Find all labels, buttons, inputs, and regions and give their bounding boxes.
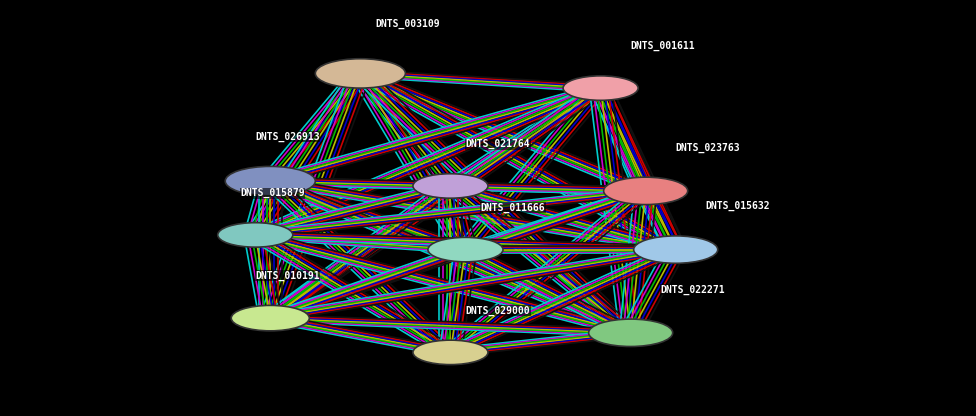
Circle shape	[218, 223, 293, 247]
Text: DNTS_015632: DNTS_015632	[706, 201, 770, 211]
Circle shape	[315, 59, 405, 88]
Circle shape	[563, 76, 638, 100]
Text: DNTS_010191: DNTS_010191	[256, 271, 320, 281]
Circle shape	[589, 319, 672, 347]
Text: DNTS_023763: DNTS_023763	[675, 142, 741, 153]
Circle shape	[633, 236, 717, 263]
Text: DNTS_001611: DNTS_001611	[630, 41, 695, 52]
Text: DNTS_029000: DNTS_029000	[466, 305, 530, 316]
Text: DNTS_021764: DNTS_021764	[466, 139, 530, 149]
Circle shape	[603, 177, 688, 205]
Text: DNTS_015879: DNTS_015879	[240, 188, 305, 198]
Text: DNTS_003109: DNTS_003109	[376, 19, 440, 30]
Circle shape	[413, 340, 488, 364]
Circle shape	[225, 166, 315, 196]
Circle shape	[413, 174, 488, 198]
Text: DNTS_022271: DNTS_022271	[661, 285, 725, 295]
Circle shape	[427, 238, 503, 262]
Text: DNTS_026913: DNTS_026913	[256, 132, 320, 142]
Circle shape	[231, 305, 309, 331]
Text: DNTS_011666: DNTS_011666	[480, 203, 546, 213]
